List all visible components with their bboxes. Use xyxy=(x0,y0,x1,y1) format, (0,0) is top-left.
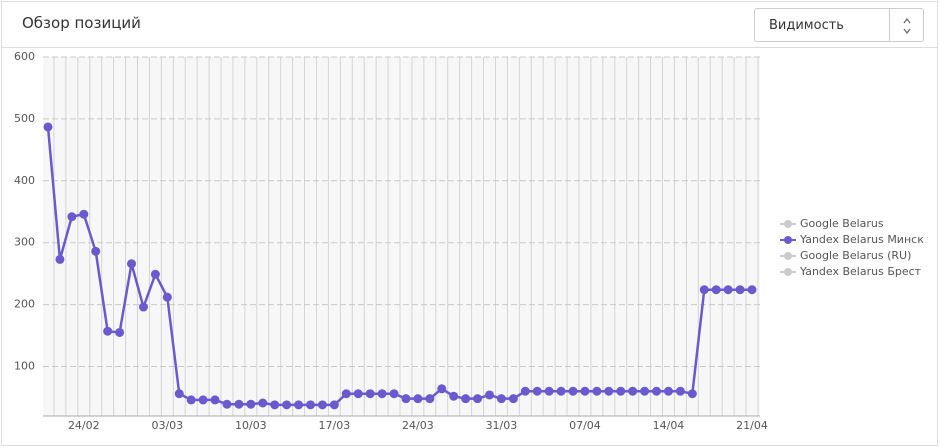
point xyxy=(317,400,327,410)
legend-label[interactable]: Yandex Belarus Брест xyxy=(799,265,922,278)
point xyxy=(449,391,459,401)
point xyxy=(484,390,494,400)
select-arrows xyxy=(903,18,911,34)
point xyxy=(329,400,339,410)
y-tick-label: 100 xyxy=(14,359,35,372)
point xyxy=(234,399,244,409)
point xyxy=(294,400,304,410)
point xyxy=(508,394,518,404)
legend-label[interactable]: Yandex Belarus Минск xyxy=(799,233,924,246)
point xyxy=(652,386,662,396)
point xyxy=(425,394,435,404)
point xyxy=(282,400,292,410)
y-tick-label: 500 xyxy=(14,112,35,125)
x-tick-label: 07/04 xyxy=(569,419,601,432)
point xyxy=(747,285,757,295)
point xyxy=(675,386,685,396)
point xyxy=(270,400,280,410)
point xyxy=(544,386,554,396)
point xyxy=(532,386,542,396)
point xyxy=(628,386,638,396)
legend-marker xyxy=(784,236,792,244)
point xyxy=(198,395,208,405)
x-tick-label: 10/03 xyxy=(235,419,267,432)
header: Обзор позиций Видимость xyxy=(2,2,937,48)
legend-marker xyxy=(784,252,792,260)
point xyxy=(138,302,148,312)
panel-title: Обзор позиций xyxy=(22,14,141,32)
select-label: Видимость xyxy=(769,18,844,33)
metric-select[interactable]: Видимость xyxy=(754,8,924,42)
x-tick-label: 21/04 xyxy=(736,419,768,432)
x-tick-label: 14/04 xyxy=(653,419,685,432)
point xyxy=(174,389,184,399)
point xyxy=(413,394,423,404)
point xyxy=(377,389,387,399)
y-tick-label: 300 xyxy=(14,236,35,249)
point xyxy=(150,269,160,279)
point xyxy=(43,122,53,132)
point xyxy=(592,386,602,396)
point xyxy=(162,292,172,302)
legend-label[interactable]: Google Belarus (RU) xyxy=(800,249,911,262)
point xyxy=(186,395,196,405)
point xyxy=(341,389,351,399)
point xyxy=(55,254,65,264)
point xyxy=(246,399,256,409)
point xyxy=(663,386,673,396)
point xyxy=(306,400,316,410)
point xyxy=(222,399,232,409)
point xyxy=(127,259,137,269)
point xyxy=(520,386,530,396)
x-tick-label: 24/03 xyxy=(402,419,434,432)
point xyxy=(115,327,125,337)
point xyxy=(103,326,113,336)
point xyxy=(640,386,650,396)
point xyxy=(437,384,447,394)
point xyxy=(365,389,375,399)
point xyxy=(699,285,709,295)
plot-background xyxy=(43,57,760,416)
point xyxy=(91,246,101,256)
point xyxy=(687,389,697,399)
x-tick-label: 24/02 xyxy=(68,419,100,432)
point xyxy=(79,209,89,219)
point xyxy=(616,386,626,396)
point xyxy=(353,389,363,399)
legend-marker xyxy=(784,268,792,276)
legend-label[interactable]: Google Belarus xyxy=(800,217,884,230)
select-divider xyxy=(889,9,890,41)
x-tick-label: 03/03 xyxy=(151,419,183,432)
point xyxy=(473,394,483,404)
point xyxy=(568,386,578,396)
y-tick-label: 600 xyxy=(14,50,35,63)
point xyxy=(389,389,399,399)
x-tick-label: 17/03 xyxy=(319,419,351,432)
point xyxy=(461,394,471,404)
point xyxy=(556,386,566,396)
point xyxy=(711,285,721,295)
point xyxy=(258,398,268,408)
point xyxy=(735,285,745,295)
point xyxy=(604,386,614,396)
y-tick-label: 200 xyxy=(14,298,35,311)
point xyxy=(496,394,506,404)
point xyxy=(580,386,590,396)
point xyxy=(67,212,77,222)
x-tick-label: 31/03 xyxy=(486,419,518,432)
legend-marker xyxy=(784,220,792,228)
point xyxy=(210,395,220,405)
y-tick-label: 400 xyxy=(14,174,35,187)
point xyxy=(401,394,411,404)
point xyxy=(723,285,733,295)
